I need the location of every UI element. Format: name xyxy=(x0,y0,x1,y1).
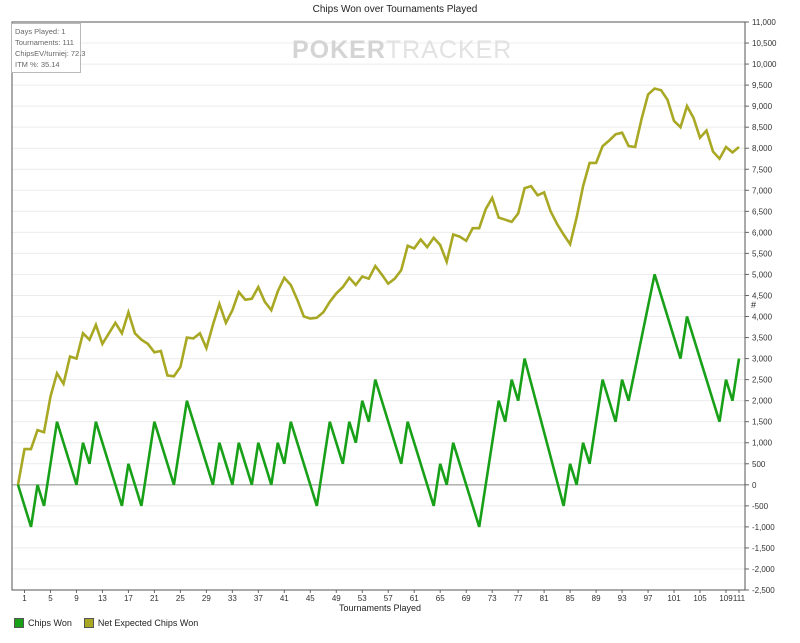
y-tick-label: 500 xyxy=(752,460,766,469)
x-tick-label: 109 xyxy=(719,594,733,603)
x-tick-label: 9 xyxy=(74,594,79,603)
x-tick-label: 13 xyxy=(98,594,107,603)
y-tick-label: 1,500 xyxy=(752,418,773,427)
info-tournaments: Tournaments: 111 xyxy=(15,38,74,47)
net-expected-chips-won-line xyxy=(16,87,740,486)
x-tick-label: 111 xyxy=(733,594,746,603)
x-tick-label: 73 xyxy=(488,594,497,603)
x-tick-label: 5 xyxy=(48,594,53,603)
legend-label-chips-won: Chips Won xyxy=(28,618,72,628)
y-tick-label: 2,500 xyxy=(752,376,773,385)
x-tick-label: 77 xyxy=(514,594,523,603)
y-tick-label: 0 xyxy=(752,481,757,490)
x-tick-label: 65 xyxy=(436,594,445,603)
y-tick-label: 1,000 xyxy=(752,439,773,448)
x-tick-label: 21 xyxy=(150,594,159,603)
y-tick-label: -2,500 xyxy=(752,586,775,595)
x-tick-label: 85 xyxy=(566,594,575,603)
x-tick-label: 53 xyxy=(358,594,367,603)
chips-won-line xyxy=(16,274,741,528)
y-tick-label: 6,500 xyxy=(752,207,773,216)
x-tick-label: 17 xyxy=(124,594,133,603)
x-tick-label: 93 xyxy=(618,594,627,603)
y-tick-label: -2,000 xyxy=(752,565,775,574)
y-tick-label: -500 xyxy=(752,502,769,511)
y-tick-label: 5,500 xyxy=(752,249,773,258)
info-days-played: Days Played: 1 xyxy=(15,27,66,36)
y-tick-label: 8,000 xyxy=(752,144,773,153)
y-tick-label: 7,500 xyxy=(752,165,773,174)
y-tick-label: 7,000 xyxy=(752,186,773,195)
x-tick-label: 101 xyxy=(667,594,681,603)
y-tick-label: 8,500 xyxy=(752,123,773,132)
x-tick-label: 57 xyxy=(384,594,393,603)
x-tick-labels: 1 5 9 13 17 21 25 29 33 37 41 45 49 53 57 61 65 69 73 77 81 8… xyxy=(22,594,745,603)
y-tick-label: 9,000 xyxy=(752,102,773,111)
y-axis-label: # xyxy=(751,300,757,310)
legend-swatch-chips-won xyxy=(14,618,24,628)
axes xyxy=(11,21,749,593)
y-tick-label: 10,000 xyxy=(752,60,777,69)
x-tick-label: 33 xyxy=(228,594,237,603)
watermark-light: TRACKER xyxy=(385,36,513,64)
y-tick-label: 2,000 xyxy=(752,397,773,406)
info-itm: ITM %: 35.14 xyxy=(15,60,60,69)
series-lines xyxy=(16,87,741,528)
y-tick-label: -1,000 xyxy=(752,523,775,532)
legend-item-chips-won[interactable]: Chips Won xyxy=(14,618,72,628)
y-tick-label: 11,000 xyxy=(752,18,776,27)
x-tick-label: 61 xyxy=(410,594,419,603)
x-axis-label: Tournaments Played xyxy=(338,603,422,613)
legend: Chips Won Net Expected Chips Won xyxy=(14,618,198,628)
pokertracker-watermark: POKERTRACKER xyxy=(292,36,512,65)
x-tick-label: 37 xyxy=(254,594,263,603)
x-tick-label: 1 xyxy=(22,594,27,603)
x-tick-label: 29 xyxy=(202,594,211,603)
x-tick-label: 49 xyxy=(332,594,341,603)
x-tick-label: 97 xyxy=(644,594,653,603)
y-tick-label: 3,000 xyxy=(752,355,773,364)
y-tick-label: -1,500 xyxy=(752,544,775,553)
stats-info-box: Days Played: 1 Tournaments: 111 ChipsEV/… xyxy=(11,23,86,73)
legend-item-net-expected[interactable]: Net Expected Chips Won xyxy=(83,618,199,628)
y-tick-label: 4,000 xyxy=(752,313,773,322)
y-tick-label: 5,000 xyxy=(752,270,773,279)
x-tick-label: 81 xyxy=(540,594,549,603)
grid-lines xyxy=(12,21,745,591)
y-tick-label: 6,000 xyxy=(752,228,773,237)
x-tick-label: 69 xyxy=(462,594,471,603)
x-tick-label: 41 xyxy=(280,594,289,603)
x-tick-label: 45 xyxy=(306,594,315,603)
info-chips-ev: ChipsEV/turniej: 72.3 xyxy=(15,49,86,58)
chart-title: Chips Won over Tournaments Played xyxy=(312,4,478,15)
x-tick-label: 89 xyxy=(592,594,601,603)
legend-swatch-net-expected xyxy=(83,618,94,628)
legend-label-net-expected: Net Expected Chips Won xyxy=(97,618,199,628)
y-tick-label: 9,500 xyxy=(752,81,773,90)
y-tick-label: 3,500 xyxy=(752,334,773,343)
x-tick-label: 25 xyxy=(176,594,185,603)
x-tick-label: 105 xyxy=(693,594,707,603)
y-tick-label: 4,500 xyxy=(752,291,773,300)
watermark-bold: POKER xyxy=(292,36,386,64)
y-tick-labels: -2,500 -2,000 -1,500 -1,000 -500 0 500 1,000 1,5… xyxy=(752,18,777,595)
y-tick-label: 10,500 xyxy=(752,39,777,48)
plot-frame xyxy=(11,21,746,591)
